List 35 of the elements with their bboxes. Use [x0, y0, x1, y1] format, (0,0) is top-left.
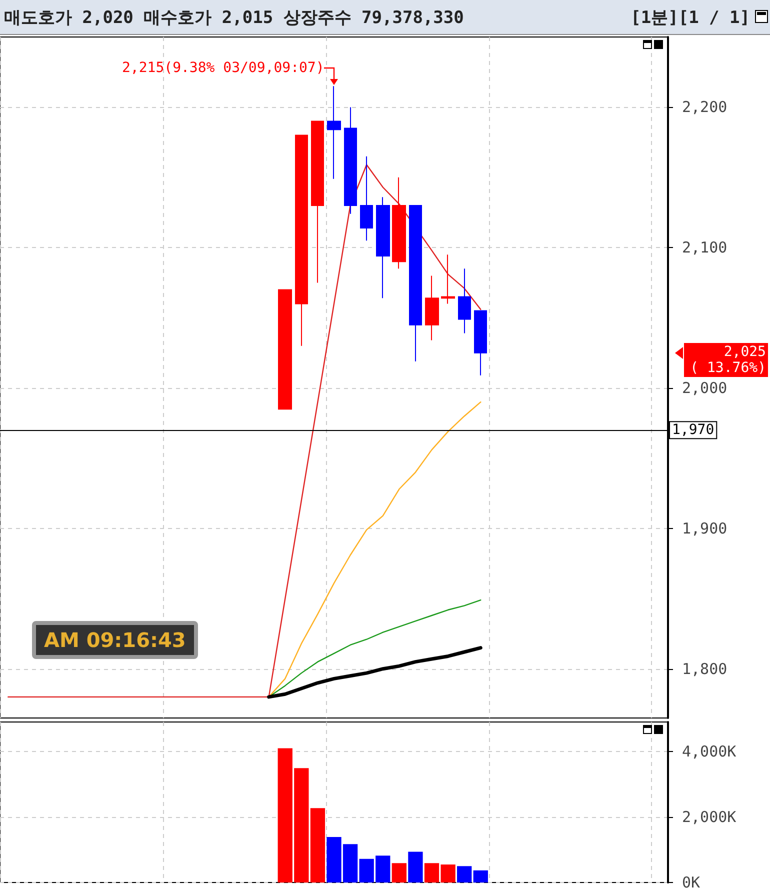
y-tick-label: 2,000: [682, 379, 728, 398]
candlestick: [344, 106, 357, 214]
chart-subtitle: [1분][1 / 1]: [630, 7, 750, 29]
candlestick: [295, 134, 308, 346]
candlestick: [425, 275, 439, 341]
y-tick-label: 2,200: [682, 98, 728, 116]
annotation: AM 09:16:43: [32, 621, 198, 659]
y-tick-label: 2,100: [682, 238, 728, 257]
y-tick-label: 2,000K: [682, 808, 736, 826]
line-series: [8, 164, 482, 698]
candlestick: [311, 120, 324, 284]
bar: [310, 808, 326, 882]
bar: [392, 863, 406, 882]
candlestick: [441, 254, 455, 304]
candlestick: [409, 204, 422, 362]
candlestick: [458, 268, 471, 334]
candlestick: [327, 86, 341, 180]
candlestick: [392, 176, 406, 270]
bar: [473, 870, 488, 882]
y-tick-label: 1,900: [682, 519, 728, 538]
candlestick: [376, 196, 390, 299]
bar: [408, 852, 423, 882]
y-tick-label: 1,800: [682, 660, 728, 678]
text: 2,025 ( 13.76%): [684, 342, 768, 377]
chart-title: 매도호가 2,020 매수호가 2,015 상장주수 79,378,330: [4, 7, 464, 29]
candlestick: [360, 156, 373, 242]
ref-line-label: 1,970: [672, 422, 714, 438]
candlestick: [474, 310, 487, 376]
y-tick-label: 4,000K: [682, 742, 736, 760]
annotation: 2,215(9.38% 03/09,09:07): [122, 60, 324, 76]
bar: [457, 866, 472, 882]
candlestick: [278, 289, 292, 410]
y-tick-label: 0K: [682, 874, 700, 890]
line-series: [268, 401, 482, 698]
line-series: [267, 646, 482, 699]
